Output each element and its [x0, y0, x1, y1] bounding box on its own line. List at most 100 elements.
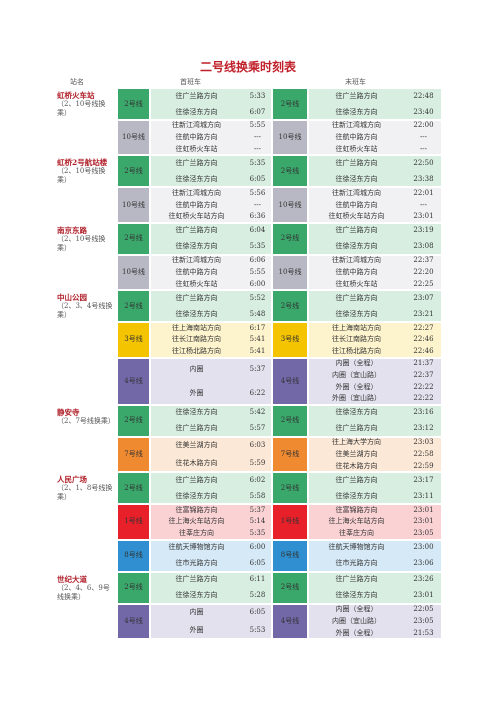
- direction-block: [308, 404, 442, 437]
- time: 23:11: [413, 491, 434, 500]
- direction-block: [150, 472, 272, 505]
- station-note: （2、4、6、9号线换乘）: [57, 583, 110, 601]
- time: 23:12: [413, 424, 434, 433]
- time: 22:00: [413, 121, 434, 130]
- time: 5:14: [249, 517, 266, 526]
- direction-block: [308, 222, 442, 255]
- time: ---: [419, 133, 428, 142]
- time: 6:05: [249, 174, 266, 183]
- time: 22:59: [413, 461, 434, 470]
- time: 23:06: [413, 559, 434, 568]
- line-label: 2号线: [117, 290, 150, 323]
- time: 23:01: [413, 505, 434, 514]
- direction-block: [150, 539, 272, 572]
- time: 6:00: [249, 543, 266, 552]
- direction: 往航中路方向: [335, 268, 378, 276]
- line-label: 2号线: [117, 571, 150, 604]
- time: 22:50: [413, 158, 434, 167]
- line-label: 8号线: [117, 539, 150, 572]
- time: 21:53: [413, 628, 434, 637]
- line-label: 10号线: [117, 187, 150, 223]
- line-label: 8号线: [272, 539, 308, 572]
- direction: 往广兰路方向: [175, 475, 218, 484]
- line-label: 1号线: [117, 504, 150, 540]
- direction: 往虹桥火车站: [335, 145, 378, 153]
- direction: 往徐泾东方向: [175, 309, 218, 318]
- time: 23:08: [413, 242, 434, 251]
- line-label: 4号线: [117, 357, 150, 405]
- direction-block: [308, 603, 442, 639]
- direction: 往虹桥火车站: [175, 279, 218, 288]
- direction-block: [150, 404, 272, 437]
- station-note: （2、1、8号线换乘）: [57, 484, 113, 502]
- direction: 往航中路方向: [335, 200, 378, 209]
- direction-block: [308, 472, 442, 505]
- direction: 往新江湾城方向: [332, 256, 381, 265]
- direction-block: [308, 357, 442, 405]
- direction-block: [308, 290, 442, 323]
- time: 22:05: [413, 605, 434, 613]
- time: 6:04: [249, 226, 266, 235]
- time: ---: [253, 145, 262, 153]
- station-note: （2、3、4号线换乘）: [57, 302, 113, 320]
- direction: 往徐泾东方向: [335, 309, 378, 318]
- direction-block: [150, 322, 272, 358]
- time: 22:37: [413, 370, 434, 379]
- line-label: 10号线: [272, 187, 308, 223]
- time: 23:07: [413, 293, 434, 302]
- time: 6:36: [249, 212, 266, 221]
- time: 22:22: [413, 382, 434, 391]
- direction: 往徐泾东方向: [175, 174, 218, 183]
- direction: 往广兰路方向: [335, 575, 378, 584]
- direction: 往新江湾城方向: [332, 121, 381, 130]
- direction: 外圈（全程）: [335, 382, 378, 391]
- time: 23:01: [413, 591, 434, 600]
- direction: 往上海南站方向: [172, 323, 221, 332]
- time: 22:22: [413, 394, 434, 403]
- direction: 往虹桥火车站方向: [168, 212, 225, 221]
- time: 6:22: [249, 388, 266, 397]
- direction: 外圈（全程）: [335, 628, 378, 637]
- direction-block: [150, 187, 272, 223]
- direction: 往广兰路方向: [175, 575, 218, 584]
- direction: 往市光路方向: [175, 559, 218, 568]
- direction-block: [150, 254, 272, 291]
- time: 6:00: [249, 279, 266, 288]
- direction: 往虹桥火车站: [175, 145, 218, 153]
- line-label: 2号线: [272, 571, 308, 604]
- line-label: 2号线: [117, 88, 150, 120]
- time: 23:03: [413, 438, 434, 447]
- direction: 外圈: [189, 388, 204, 397]
- direction: 往徐泾东方向: [335, 591, 378, 600]
- direction: 往广兰路方向: [335, 158, 378, 167]
- direction-block: [308, 322, 442, 358]
- time: 22:25: [413, 279, 434, 288]
- station-note: （2、7号线换乘）: [57, 416, 115, 425]
- direction: 往江杨北路方向: [332, 347, 381, 356]
- direction-block: [308, 539, 442, 572]
- direction: 往徐泾东方向: [335, 408, 378, 417]
- time: 6:05: [249, 607, 266, 616]
- line-label: 10号线: [272, 254, 308, 291]
- direction: 往广兰路方向: [175, 293, 218, 302]
- direction: 外圈（宜山路）: [332, 394, 381, 403]
- station-name: 虹桥火车站: [57, 91, 95, 100]
- time: 23:05: [413, 529, 434, 538]
- line-label: 2号线: [117, 222, 150, 255]
- direction: 内圈: [189, 364, 204, 373]
- line-label: 2号线: [272, 155, 308, 188]
- line-label: 2号线: [272, 404, 308, 437]
- station-name: 人民广场: [57, 475, 87, 485]
- direction: 内圈: [189, 607, 204, 616]
- line-label: 10号线: [117, 120, 150, 156]
- direction-block: [308, 504, 442, 540]
- direction: 往徐泾东方向: [175, 408, 218, 417]
- time: 22:58: [413, 450, 434, 458]
- direction-block: [150, 120, 272, 156]
- direction: 往徐泾东方向: [175, 242, 218, 251]
- direction: 内圈（宜山路）: [332, 616, 381, 625]
- line-label: 2号线: [117, 472, 150, 505]
- direction: 往航中路方向: [175, 133, 218, 142]
- direction-block: [308, 120, 442, 156]
